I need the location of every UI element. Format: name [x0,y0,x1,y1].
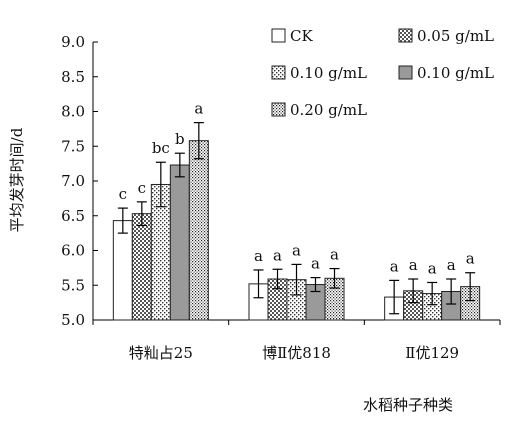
legend-swatch [271,28,286,43]
y-axis-label: 平均发芽时间/d [8,127,26,232]
legend-label: CK [290,27,313,45]
x-axis-label: 水稻种子种类 [363,396,453,414]
significance-letter: a [390,257,399,275]
significance-letter: a [194,100,203,118]
legend-swatch [398,28,413,43]
y-tick-label: 7.5 [61,137,85,155]
y-tick-label: 6.5 [61,207,85,225]
y-ticks: 5.0 5.5 6.0 6.5 7.0 7.5 8.0 8.5 9.0 [61,33,501,329]
legend-swatch [398,65,413,80]
legend-label: 0.10 g/mL [290,64,367,82]
x-category-label: 博Ⅱ优818 [262,344,331,362]
bar [112,220,133,321]
y-tick-label: 5.5 [61,276,85,294]
legend-swatch [271,102,286,117]
bar [131,213,152,321]
y-tick-label: 8.5 [61,68,85,86]
significance-letter: c [119,185,127,203]
x-category-label: Ⅱ优129 [405,344,459,362]
significance-letter: c [138,179,146,197]
significance-letter: a [311,255,320,273]
significance-letter: a [254,247,263,265]
legend-swatch [271,65,286,80]
legend: CK 0.05 g/mL 0.10 g/mL 0.10 g/mL 0.20 g/mL [271,27,494,119]
significance-letter: b [175,130,185,148]
significance-letter: a [330,246,339,264]
y-tick-label: 5.0 [61,311,85,329]
y-tick-label: 6.0 [61,242,85,260]
legend-label: 0.20 g/mL [290,101,367,119]
category-labels: 特籼占25 博Ⅱ优818 Ⅱ优129 [129,344,459,362]
bar [188,140,209,321]
significance-letter: bc [152,139,170,157]
legend-label: 0.10 g/mL [417,64,494,82]
significance-letter: a [466,250,475,268]
significance-letter: a [428,259,437,277]
x-category-label: 特籼占25 [129,344,193,362]
y-tick-label: 8.0 [61,103,85,121]
y-tick-label: 7.0 [61,172,85,190]
y-tick-label: 9.0 [61,33,85,51]
significance-letter: a [273,246,282,264]
significance-letter: a [447,256,456,274]
significance-letter: a [409,256,418,274]
bar [169,164,190,321]
legend-label: 0.05 g/mL [417,27,494,45]
significance-letter: a [292,241,301,259]
